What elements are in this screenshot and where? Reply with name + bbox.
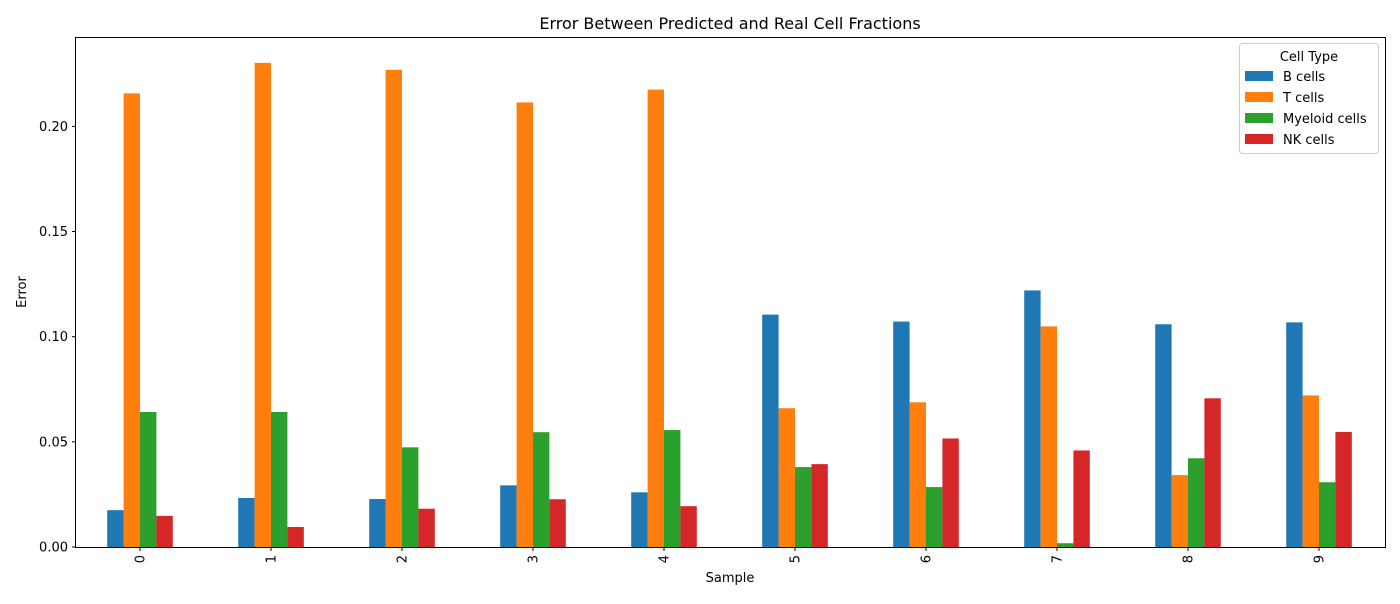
bar-nk-cells-0: [156, 515, 173, 547]
x-tick-label: 0: [134, 555, 149, 563]
legend-title: Cell Type: [1280, 50, 1338, 65]
x-tick-label: 4: [658, 555, 673, 563]
legend-swatch: [1245, 92, 1273, 102]
bar-t-cells-0: [123, 93, 140, 548]
bar-myeloid-cells-1: [271, 411, 288, 547]
bar-b-cells-8: [1155, 324, 1172, 547]
bar-myeloid-cells-7: [1057, 543, 1074, 547]
bar-nk-cells-8: [1204, 398, 1221, 547]
bar-nk-cells-6: [942, 438, 959, 547]
x-axis: 0 1 2 3 4 5 6 7 8 9: [134, 547, 1328, 563]
y-tick-label: 0.00: [39, 541, 68, 556]
x-tick-label: 2: [396, 555, 411, 563]
bar-t-cells-2: [385, 69, 402, 547]
legend-swatch: [1245, 113, 1273, 123]
bar-myeloid-cells-2: [402, 447, 419, 547]
bar-nk-cells-4: [680, 506, 697, 547]
bar-t-cells-3: [516, 102, 533, 547]
plot-frame: [75, 37, 1386, 548]
bar-b-cells-9: [1286, 322, 1303, 547]
chart-title: Error Between Predicted and Real Cell Fr…: [539, 14, 920, 33]
bars-layer: [107, 62, 1352, 548]
y-tick-label: 0.15: [39, 225, 68, 240]
x-tick-label: 7: [1051, 555, 1066, 563]
bar-nk-cells-3: [549, 499, 566, 547]
bar-t-cells-1: [254, 62, 271, 548]
bar-b-cells-7: [1024, 290, 1041, 547]
legend: Cell Type B cells T cells Myeloid cells NK …: [1239, 43, 1379, 154]
legend-label: T cells: [1282, 91, 1324, 106]
legend-label: B cells: [1283, 70, 1325, 85]
bar-b-cells-2: [369, 499, 386, 547]
bar-b-cells-5: [762, 314, 779, 547]
legend-frame: [1239, 43, 1379, 154]
bar-t-cells-4: [647, 89, 664, 547]
bar-t-cells-7: [1040, 326, 1057, 547]
bar-nk-cells-1: [287, 527, 304, 547]
y-tick-label: 0.10: [39, 330, 68, 345]
x-axis-label: Sample: [706, 571, 755, 586]
bar-nk-cells-5: [811, 464, 828, 547]
bar-myeloid-cells-9: [1319, 482, 1336, 547]
x-tick-label: 5: [789, 555, 804, 563]
bar-myeloid-cells-8: [1188, 458, 1205, 547]
legend-items: B cells T cells Myeloid cells NK cells: [1245, 70, 1367, 148]
y-tick-label: 0.05: [39, 435, 68, 450]
y-axis: 0.00 0.05 0.10 0.15 0.20: [39, 120, 76, 556]
x-tick-label: 3: [527, 555, 542, 563]
bar-myeloid-cells-5: [795, 467, 812, 547]
bar-t-cells-5: [778, 408, 795, 547]
bar-myeloid-cells-0: [140, 411, 157, 547]
x-tick-label: 8: [1182, 555, 1197, 563]
bar-b-cells-6: [893, 321, 910, 547]
bar-b-cells-4: [631, 492, 648, 547]
x-tick-label: 6: [920, 555, 935, 563]
x-tick-label: 9: [1313, 555, 1328, 563]
y-axis-label: Error: [15, 276, 30, 308]
x-tick-label: 1: [265, 555, 280, 563]
bar-nk-cells-7: [1073, 450, 1090, 547]
bar-myeloid-cells-3: [533, 432, 550, 547]
y-tick-label: 0.20: [39, 120, 68, 135]
bar-b-cells-3: [500, 485, 517, 547]
bar-nk-cells-9: [1335, 431, 1352, 547]
bar-nk-cells-2: [418, 508, 435, 547]
bar-b-cells-0: [107, 510, 124, 547]
bar-myeloid-cells-4: [664, 430, 681, 547]
legend-swatch: [1245, 71, 1273, 81]
bar-t-cells-8: [1171, 475, 1188, 547]
legend-label: Myeloid cells: [1283, 112, 1367, 127]
legend-swatch: [1245, 134, 1273, 144]
bar-t-cells-6: [909, 402, 926, 547]
bar-b-cells-1: [238, 498, 255, 547]
bar-t-cells-9: [1302, 395, 1319, 547]
legend-label: NK cells: [1283, 133, 1335, 148]
bar-myeloid-cells-6: [926, 487, 943, 547]
